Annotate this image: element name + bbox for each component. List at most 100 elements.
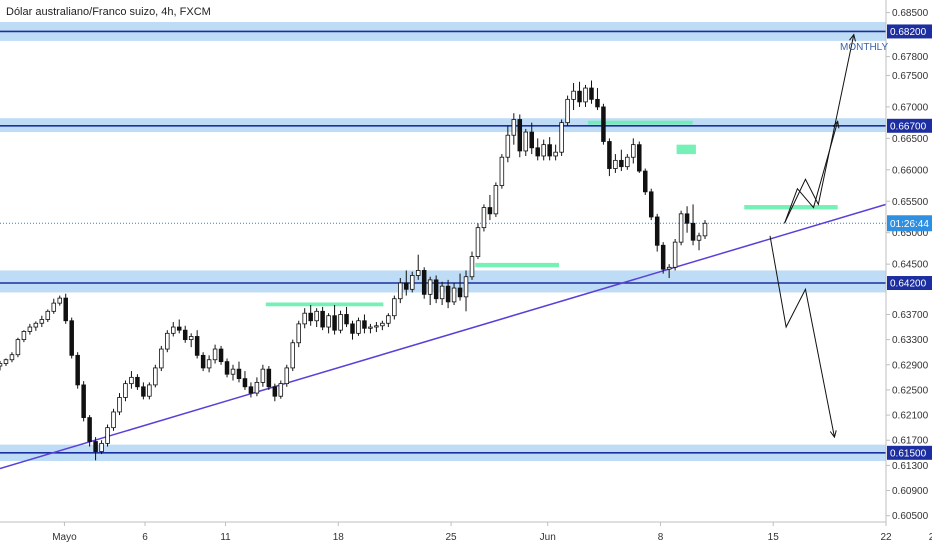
price-badges: 0.68200 0.66700 0.64200 0.61500 01:26:44 (887, 24, 932, 460)
candle-body-up (45, 310, 51, 320)
candle (541, 139, 546, 161)
candle (129, 371, 134, 389)
candle-body-up (260, 368, 266, 383)
candle (625, 154, 630, 170)
level-zone (0, 270, 886, 293)
candle (117, 393, 122, 416)
candle-body-up (505, 134, 511, 158)
candle-body-down (87, 417, 92, 442)
candle (415, 254, 421, 280)
candle (565, 95, 570, 126)
candle (254, 377, 260, 397)
projection-arrows (769, 33, 856, 439)
candle (445, 279, 451, 309)
candle (308, 305, 313, 326)
candle-body-up (33, 322, 39, 328)
candle-body-down (182, 329, 188, 341)
level-badge-label: 0.64200 (890, 279, 927, 290)
candle-body-up (254, 381, 260, 394)
level-badge-label: 0.61500 (890, 448, 927, 459)
candle (15, 337, 21, 358)
candle-body-down (637, 144, 642, 172)
candle-body-up (541, 144, 546, 157)
candle (194, 330, 200, 359)
candle (21, 330, 27, 343)
candle-body-up (463, 276, 469, 298)
y-tick-label: 0.63700 (892, 310, 929, 321)
candle-body-down (619, 159, 624, 168)
candle-body-up (0, 363, 3, 367)
candle-body-down (589, 87, 594, 100)
candle (678, 210, 684, 246)
candle-body-down (93, 441, 98, 452)
y-tick-label: 0.64500 (892, 260, 929, 271)
candle (631, 138, 636, 164)
x-axis[interactable]: Mayo 6 11 18 25 Jun 8 15 22 25 (52, 522, 932, 543)
candle (248, 382, 254, 398)
candle (601, 103, 606, 145)
candle (63, 293, 68, 324)
candle-body-up (368, 326, 373, 329)
candle-body-up (9, 354, 15, 361)
candle (123, 380, 128, 402)
candle-body-up (415, 270, 421, 276)
green-zone (587, 120, 693, 125)
candle (165, 330, 170, 353)
candle (3, 358, 9, 367)
candle-body-up (296, 323, 301, 344)
candle-body-down (690, 222, 696, 241)
candle (690, 204, 696, 246)
candle-body-up (302, 312, 307, 325)
candle (0, 360, 3, 371)
candle-body-up (672, 241, 678, 268)
candle (290, 339, 296, 372)
candle (648, 188, 654, 221)
candle-body-up (392, 298, 397, 317)
candle (93, 437, 98, 461)
candle (111, 408, 116, 431)
candle-body-up (212, 348, 218, 361)
candle (535, 138, 540, 161)
level-price-badge: 0.68200 (887, 24, 932, 39)
candle-body-up (188, 336, 194, 341)
candle (51, 298, 57, 314)
x-tick-label: 22 (880, 532, 892, 543)
level-badge-label: 0.68200 (890, 27, 927, 38)
candle-body-up (553, 151, 558, 157)
current-badge-background (887, 215, 932, 232)
candle (27, 323, 33, 335)
level-badge-background (887, 276, 932, 291)
candle (589, 80, 594, 104)
candle-body-down (63, 297, 68, 322)
candle-body-down (643, 170, 648, 193)
candle (475, 223, 481, 260)
x-tick-label: 18 (333, 532, 345, 543)
y-tick-label: 0.61300 (892, 461, 929, 472)
green-zone (265, 302, 384, 307)
arrow-path (784, 121, 839, 224)
candle-body-down (660, 244, 666, 270)
candle-body-down (517, 119, 523, 152)
candle (374, 322, 379, 333)
candle-body-down (81, 384, 86, 419)
y-axis[interactable]: 0.68500 0.67800 0.67500 0.67000 0.66500 0.660… (886, 8, 929, 522)
y-axis-background (886, 0, 932, 522)
level-price-badge: 0.61500 (887, 445, 932, 460)
arrow-head (849, 33, 856, 42)
candle (553, 144, 558, 161)
candle-body-up (409, 275, 415, 290)
candle-body-up (493, 185, 499, 215)
candle (583, 84, 588, 107)
x-tick-label: 25 (929, 532, 932, 543)
candle-body-down (218, 348, 224, 363)
trendline (0, 203, 887, 470)
candle-body-down (224, 361, 230, 375)
candle (302, 308, 307, 329)
candle (386, 313, 391, 328)
trendline-segment (0, 203, 887, 470)
candle (212, 344, 218, 364)
y-tick-label: 0.61700 (892, 436, 929, 447)
candle-body-up (147, 384, 152, 397)
